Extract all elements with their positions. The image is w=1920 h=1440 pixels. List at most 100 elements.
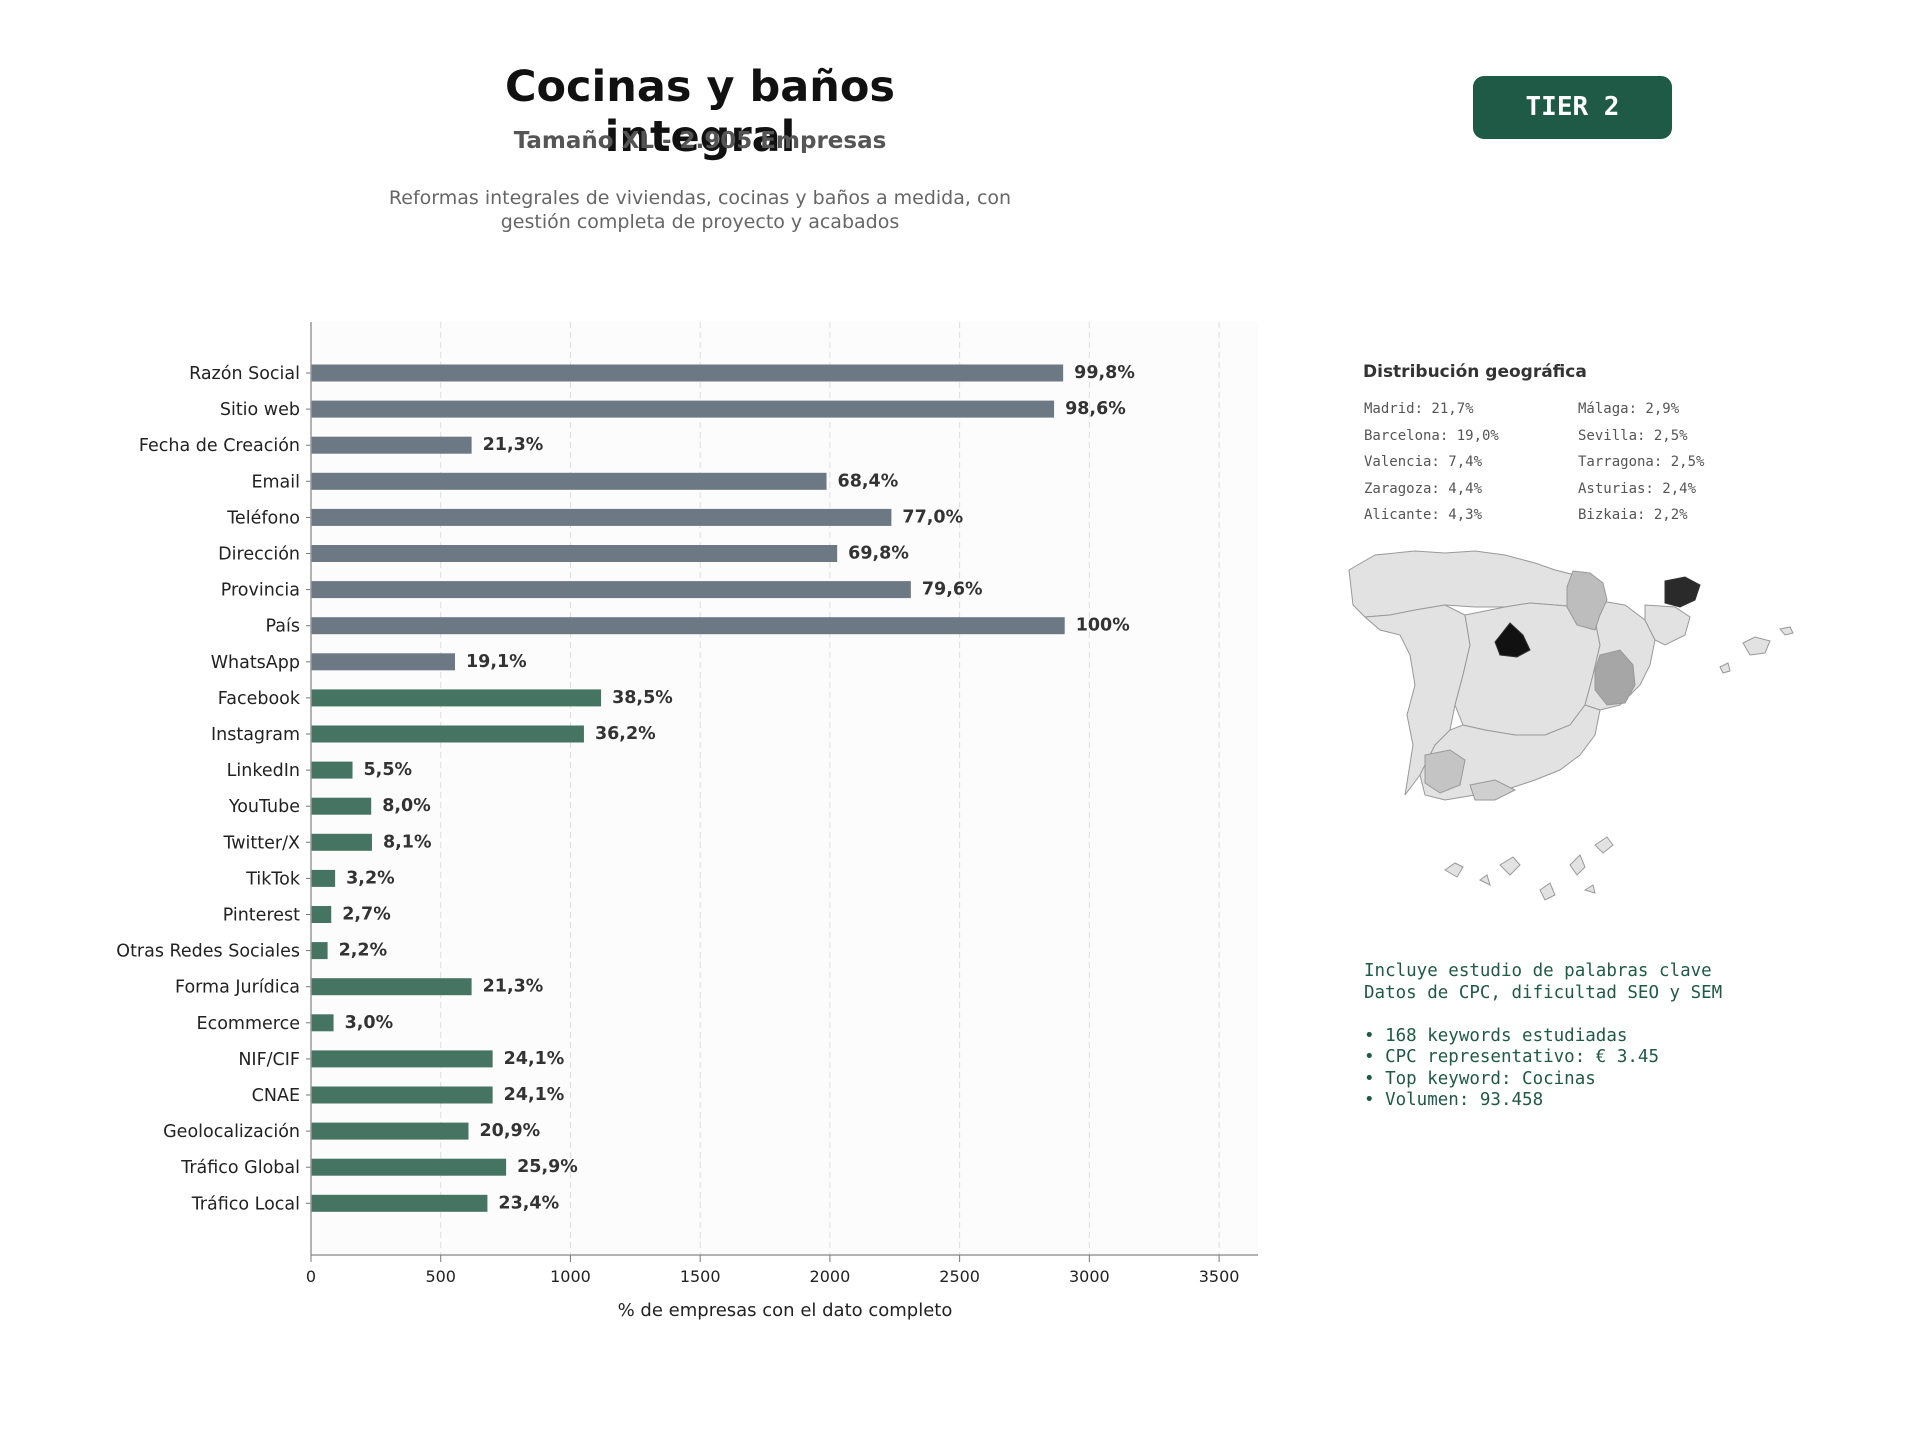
bar bbox=[311, 1014, 334, 1032]
category-label: TikTok bbox=[245, 869, 301, 889]
bar bbox=[311, 364, 1064, 382]
geo-item: Tarragona: 2,5% bbox=[1578, 454, 1705, 470]
value-label: 24,1% bbox=[504, 1085, 565, 1105]
value-label: 2,2% bbox=[339, 941, 388, 961]
bar bbox=[311, 617, 1065, 635]
geo-item: Alicante: 4,3% bbox=[1364, 507, 1483, 523]
geo-item: Barcelona: 19,0% bbox=[1364, 427, 1499, 444]
geo-item: Bizkaia: 2,2% bbox=[1578, 507, 1688, 523]
region-ne-interior bbox=[1644, 604, 1691, 646]
category-label: País bbox=[266, 617, 300, 637]
bar bbox=[311, 436, 472, 454]
category-label: Email bbox=[251, 472, 300, 492]
category-labels: Razón Social Sitio web Fecha de Creación Em… bbox=[116, 364, 311, 1214]
spain-map bbox=[1348, 550, 1794, 901]
category-label: YouTube bbox=[228, 797, 300, 817]
bar bbox=[311, 1194, 488, 1212]
value-label: 24,1% bbox=[504, 1049, 565, 1069]
value-label: 19,1% bbox=[466, 652, 527, 672]
bar bbox=[311, 1158, 507, 1176]
bar bbox=[311, 508, 892, 526]
region-barcelona bbox=[1664, 576, 1701, 608]
value-label: 99,8% bbox=[1074, 363, 1135, 383]
value-label: 79,6% bbox=[922, 580, 983, 600]
keyword-spacer bbox=[1364, 1004, 1722, 1026]
bar bbox=[311, 797, 372, 815]
bar bbox=[311, 581, 911, 599]
category-label: CNAE bbox=[252, 1086, 300, 1106]
category-label: NIF/CIF bbox=[238, 1050, 300, 1070]
bar bbox=[311, 1122, 469, 1140]
bar bbox=[311, 869, 336, 887]
x-tick-label: 2500 bbox=[939, 1267, 980, 1286]
category-label: Fecha de Creación bbox=[139, 436, 300, 456]
x-tick-label: 2000 bbox=[810, 1267, 851, 1286]
keyword-line: Datos de CPC, dificultad SEO y SEM bbox=[1364, 982, 1723, 1003]
bar bbox=[311, 400, 1055, 418]
category-label: WhatsApp bbox=[211, 653, 300, 673]
bar bbox=[311, 761, 353, 779]
value-label: 69,8% bbox=[848, 544, 909, 564]
region-andalucia-east bbox=[1469, 779, 1517, 801]
keyword-bullet: • Top keyword: Cocinas bbox=[1364, 1068, 1596, 1089]
bar bbox=[311, 545, 838, 562]
category-label: Geolocalización bbox=[163, 1122, 300, 1142]
value-label: 8,1% bbox=[383, 832, 432, 852]
category-label: Tráfico Local bbox=[191, 1194, 300, 1214]
value-label: 5,5% bbox=[364, 760, 413, 780]
category-label: Forma Jurídica bbox=[175, 978, 300, 998]
category-label: Ecommerce bbox=[197, 1014, 300, 1034]
category-label: Sitio web bbox=[220, 400, 300, 420]
value-label: 20,9% bbox=[479, 1121, 540, 1141]
category-label: Dirección bbox=[218, 545, 300, 565]
region-madrid bbox=[1494, 622, 1531, 658]
value-label: 77,0% bbox=[902, 507, 963, 527]
bars bbox=[311, 364, 1065, 1212]
x-tick-label: 3000 bbox=[1069, 1267, 1110, 1286]
bar bbox=[311, 472, 827, 490]
category-label: Tráfico Global bbox=[180, 1158, 300, 1178]
x-tick-label: 1000 bbox=[550, 1267, 591, 1286]
x-axis-label: % de empresas con el dato completo bbox=[618, 1300, 953, 1321]
description-line: Reformas integrales de viviendas, cocina… bbox=[388, 187, 1012, 209]
x-ticks: 0 500 1000 1500 2000 2500 3000 3500 bbox=[306, 1255, 1239, 1286]
region-baleares bbox=[1719, 626, 1794, 674]
value-label: 8,0% bbox=[382, 796, 431, 816]
geo-item: Sevilla: 2,5% bbox=[1578, 427, 1688, 444]
geo-title: Distribución geográfica bbox=[1363, 362, 1587, 382]
value-label: 2,7% bbox=[342, 905, 391, 925]
category-label: Razón Social bbox=[189, 364, 300, 384]
bar bbox=[311, 1086, 493, 1104]
plot-background bbox=[311, 322, 1258, 1255]
bar-chart: Razón Social Sitio web Fecha de Creación Em… bbox=[116, 322, 1258, 1321]
value-labels: 99,8% 98,6% 21,3% 68,4%77,0% 69,8% 79,6% 100% 1… bbox=[339, 363, 1135, 1213]
category-label: Otras Redes Sociales bbox=[116, 942, 300, 962]
category-label: Teléfono bbox=[226, 508, 300, 528]
x-tick-label: 500 bbox=[425, 1267, 456, 1286]
tier-badge: TIER 2 bbox=[1473, 76, 1672, 139]
page-title: Cocinas y baños integral bbox=[504, 62, 896, 162]
region-andalucia-west bbox=[1424, 749, 1466, 794]
keyword-bullet: • Volumen: 93.458 bbox=[1364, 1090, 1544, 1110]
value-label: 38,5% bbox=[612, 688, 673, 708]
region-valencia bbox=[1594, 649, 1636, 706]
page-description: Reformas integrales de viviendas, cocina… bbox=[330, 186, 1070, 234]
keyword-bullet: • CPC representativo: € 3.45 bbox=[1364, 1047, 1660, 1067]
bar bbox=[311, 689, 602, 707]
bar bbox=[311, 978, 472, 996]
geo-item: Zaragoza: 4,4% bbox=[1364, 480, 1483, 497]
x-tick-label: 1500 bbox=[680, 1267, 721, 1286]
bar bbox=[311, 906, 332, 923]
x-tick-label: 0 bbox=[306, 1267, 316, 1286]
keyword-bullet: • 168 keywords estudiadas bbox=[1364, 1025, 1628, 1046]
bar bbox=[311, 942, 328, 960]
value-label: 25,9% bbox=[517, 1157, 578, 1177]
page-subtitle: Tamaño XL - 2.905 Empresas bbox=[513, 128, 887, 154]
value-label: 3,0% bbox=[345, 1013, 394, 1033]
region-aragon bbox=[1566, 570, 1608, 631]
value-label: 23,4% bbox=[498, 1193, 559, 1213]
value-label: 3,2% bbox=[346, 868, 395, 888]
value-label: 98,6% bbox=[1065, 399, 1126, 419]
geo-item: Valencia: 7,4% bbox=[1364, 454, 1483, 470]
value-label: 21,3% bbox=[483, 435, 544, 455]
